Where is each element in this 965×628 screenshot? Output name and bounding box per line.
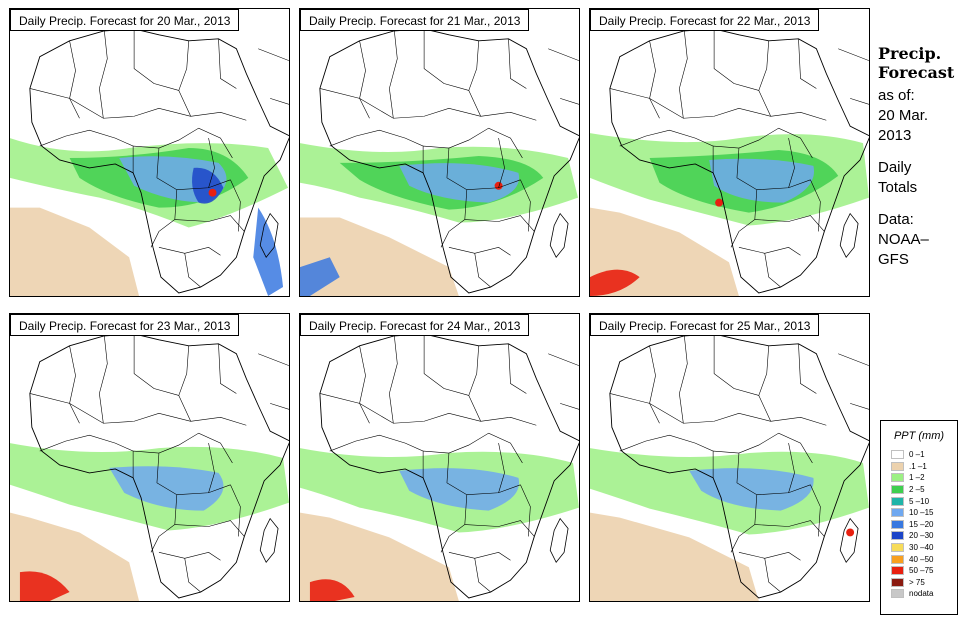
legend-label: 2 –5	[909, 485, 925, 495]
panel-title: Daily Precip. Forecast for 25 Mar., 2013	[590, 314, 820, 336]
legend-label: 50 –75	[909, 566, 934, 576]
precip-map-21-mar	[300, 28, 579, 296]
legend-item: .1 –1	[891, 461, 957, 473]
legend-item: 1 –2	[891, 472, 957, 484]
legend-item: 15 –20	[891, 519, 957, 531]
legend-item: nodata	[891, 588, 957, 600]
legend-item: 10 –15	[891, 507, 957, 519]
data-source: NOAA–	[878, 231, 929, 248]
forecast-panel-6: Daily Precip. Forecast for 25 Mar., 2013	[589, 313, 870, 602]
precip-map-22-mar	[590, 28, 869, 296]
forecast-panel-4: Daily Precip. Forecast for 23 Mar., 2013	[9, 313, 290, 602]
daily-label: Daily	[878, 159, 912, 176]
data-label: Data:	[878, 211, 914, 228]
legend-item: 5 –10	[891, 495, 957, 507]
legend-swatch	[891, 566, 904, 576]
side-title: Forecast	[878, 63, 955, 82]
legend-swatch	[891, 531, 904, 541]
legend-swatch	[891, 554, 904, 564]
panel-title: Daily Precip. Forecast for 20 Mar., 2013	[10, 9, 240, 31]
legend: PPT (mm) 0 –1.1 –1 1 –2 2 –5 5 –10 10 –15 15 …	[880, 420, 958, 615]
legend-label: 0 –1	[909, 450, 925, 460]
side-annotation: Precip. Forecast as of: 20 Mar. 2013 Dai…	[878, 44, 963, 270]
forecast-panel-5: Daily Precip. Forecast for 24 Mar., 2013	[299, 313, 580, 602]
legend-item: 40 –50	[891, 553, 957, 565]
legend-label: 20 –30	[909, 531, 934, 541]
legend-swatch	[891, 577, 904, 587]
precip-map-25-mar	[590, 333, 869, 601]
legend-item: 30 –40	[891, 542, 957, 554]
legend-swatch	[891, 461, 904, 471]
legend-label: nodata	[909, 589, 934, 599]
legend-swatch	[891, 450, 904, 460]
asof-label: as of:	[878, 87, 915, 104]
precip-map-20-mar	[10, 28, 289, 296]
legend-swatch	[891, 543, 904, 553]
legend-swatch	[891, 519, 904, 529]
panel-title: Daily Precip. Forecast for 23 Mar., 2013	[10, 314, 240, 336]
legend-label: .1 –1	[909, 461, 927, 471]
legend-label: 40 –50	[909, 554, 934, 564]
legend-swatch	[891, 473, 904, 483]
legend-label: 1 –2	[909, 473, 925, 483]
legend-item: 20 –30	[891, 530, 957, 542]
panel-title: Daily Precip. Forecast for 21 Mar., 2013	[300, 9, 530, 31]
legend-item: 0 –1	[891, 449, 957, 461]
legend-label: 10 –15	[909, 508, 934, 518]
precip-map-24-mar	[300, 333, 579, 601]
legend-swatch	[891, 508, 904, 518]
legend-label: 5 –10	[909, 496, 930, 506]
forecast-panel-3: Daily Precip. Forecast for 22 Mar., 2013	[589, 8, 870, 297]
asof-day: 20 Mar.	[878, 107, 929, 124]
legend-swatch	[891, 485, 904, 495]
forecast-panel-2: Daily Precip. Forecast for 21 Mar., 2013	[299, 8, 580, 297]
legend-label: 15 –20	[909, 519, 934, 529]
legend-swatch	[891, 496, 904, 506]
side-title: Precip.	[878, 44, 942, 63]
totals-label: Totals	[878, 179, 918, 196]
legend-label: > 75	[909, 577, 925, 587]
precip-map-23-mar	[10, 333, 289, 601]
panel-title: Daily Precip. Forecast for 24 Mar., 2013	[300, 314, 530, 336]
legend-item: > 75	[891, 577, 957, 589]
asof-year: 2013	[878, 127, 912, 144]
legend-label: 30 –40	[909, 543, 934, 553]
forecast-panel-1: Daily Precip. Forecast for 20 Mar., 2013	[9, 8, 290, 297]
data-source-model: GFS	[878, 251, 909, 268]
panel-title: Daily Precip. Forecast for 22 Mar., 2013	[590, 9, 820, 31]
legend-title: PPT (mm)	[893, 430, 945, 442]
legend-item: 50 –75	[891, 565, 957, 577]
legend-item: 2 –5	[891, 484, 957, 496]
legend-swatch	[891, 589, 904, 599]
